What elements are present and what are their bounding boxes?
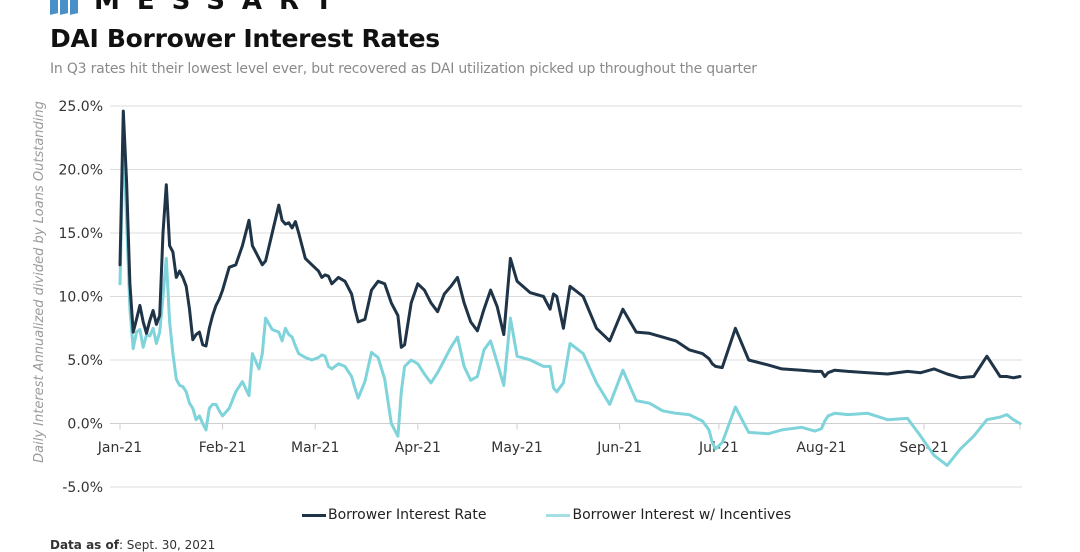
y-tick-label: 5.0% [67, 353, 103, 369]
y-axis-ticks: -5.0% 0.0% 5.0% 10.0% 15.0% 20.0% 25.0% [59, 99, 103, 496]
legend-item-borrower-interest-incentives[interactable]: Borrower Interest w/ Incentives [546, 507, 791, 523]
x-tick-label: Jun-21 [596, 440, 642, 456]
x-tick-label: Sep-21 [899, 440, 948, 456]
x-tick-label: Jan-21 [97, 440, 142, 456]
x-tick-label: Apr-21 [395, 440, 441, 456]
x-tick-label: May-21 [491, 440, 543, 456]
legend-label: Borrower Interest Rate [328, 507, 487, 523]
brand-header: MESSART [50, 0, 350, 16]
series-lines [118, 109, 1022, 467]
legend: Borrower Interest Rate Borrower Interest… [302, 507, 851, 523]
chart-title: DAI Borrower Interest Rates [50, 24, 440, 53]
y-axis-label: Daily Interest Annualized divided by Loa… [32, 101, 47, 463]
y-tick-label: 0.0% [67, 417, 103, 433]
chart-subtitle: In Q3 rates hit their lowest level ever,… [50, 61, 757, 77]
series-line-borrower-interest-incentives [118, 132, 1022, 467]
y-tick-label: 20.0% [59, 163, 103, 179]
y-tick-label: -5.0% [62, 480, 103, 496]
y-tick-label: 25.0% [59, 99, 103, 115]
legend-swatch-dark [302, 513, 326, 517]
footnote-value: : Sept. 30, 2021 [118, 538, 216, 552]
legend-label: Borrower Interest w/ Incentives [572, 507, 792, 523]
y-tick-label: 10.0% [59, 290, 103, 306]
series-line-borrower-interest-rate [118, 109, 1022, 380]
gridlines [110, 105, 1022, 488]
legend-swatch-light [546, 513, 571, 517]
footnote: Data as of: Sept. 30, 2021 [50, 538, 215, 552]
x-tick-label: Mar-21 [291, 440, 339, 456]
brand-name: MESSART [94, 0, 350, 16]
legend-item-borrower-interest-rate[interactable]: Borrower Interest Rate [302, 507, 486, 523]
x-axis-ticks: Jan-21 Feb-21 Mar-21 Apr-21 May-21 Jun-21 Jul-… [97, 423, 1021, 456]
x-tick-label: Aug-21 [796, 440, 846, 456]
y-tick-label: 15.0% [59, 226, 103, 242]
footnote-label: Data as of [50, 538, 119, 552]
x-tick-label: Feb-21 [199, 440, 247, 456]
